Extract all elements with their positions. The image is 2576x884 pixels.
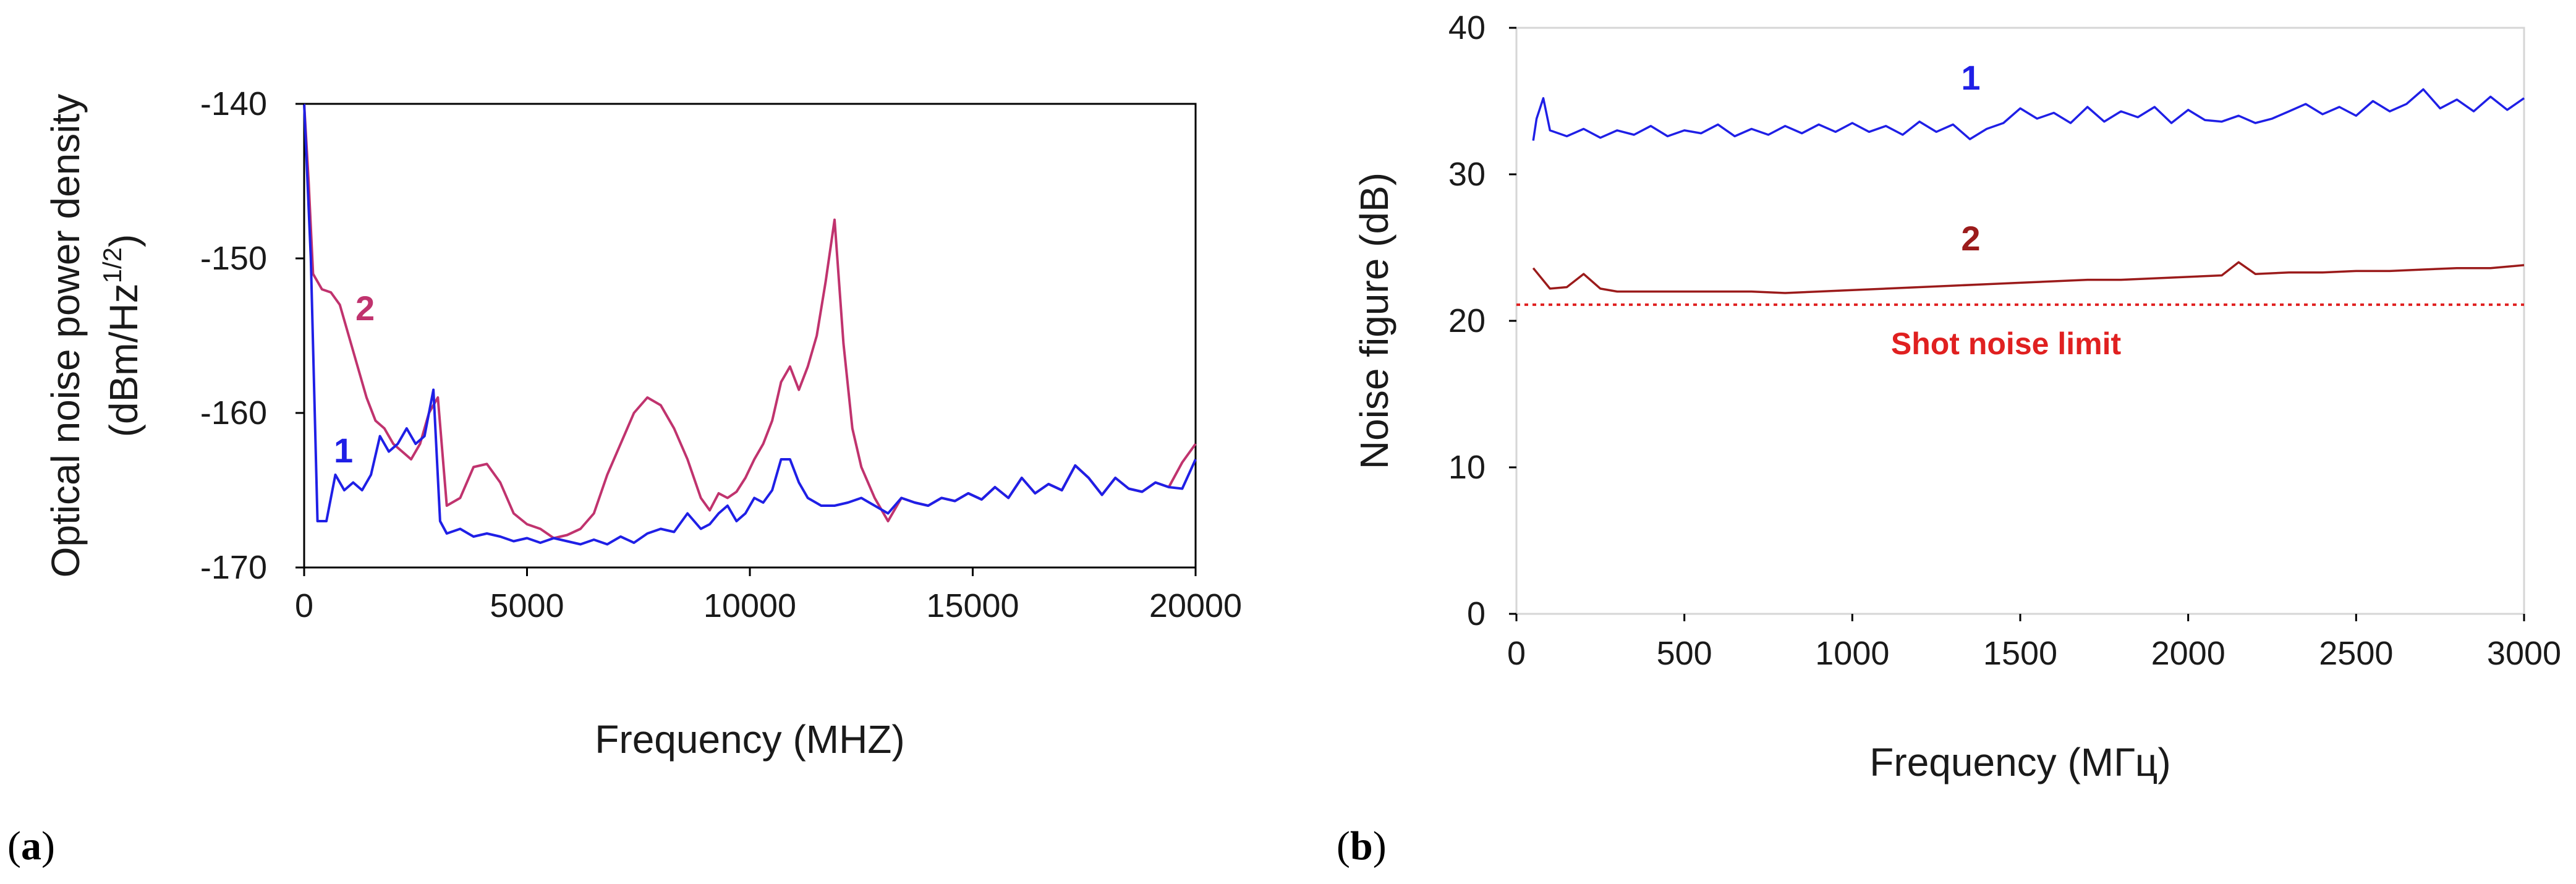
chart-b-series-1-label: 1 — [1961, 58, 1980, 97]
chart-a-y-axis-units: (dBm/Hz1/2) — [98, 234, 146, 438]
chart-a-series-1-line — [303, 103, 1197, 546]
chart-b-x-tick-label: 2500 — [2319, 635, 2393, 672]
chart-a-series-2-label: 2 — [355, 289, 375, 328]
chart-b-series-1-group — [1532, 88, 2525, 141]
shot-noise-limit-label: Shot noise limit — [1891, 326, 2122, 361]
chart-a-series-1-label: 1 — [334, 431, 353, 470]
panel-label-b: (b) — [1337, 823, 1387, 869]
chart-b-series-1-line — [1532, 88, 2525, 141]
chart-a-y-units-sup: 1/2 — [98, 247, 127, 283]
chart-b-x-tick-label: 500 — [1657, 635, 1712, 672]
chart-b-y-tick-label: 20 — [1448, 302, 1486, 339]
chart-b-series-2-group — [1532, 261, 2525, 294]
chart-b-y-tick-label: 30 — [1448, 156, 1486, 193]
chart-a-series-1-group — [303, 103, 1197, 546]
chart-b-x-tick-label: 1500 — [1983, 635, 2057, 672]
panel-label-a: (a) — [7, 823, 55, 869]
chart-a: 0 5000 10000 15000 20000 -140-150-160-170 2 … — [7, 85, 1242, 869]
chart-b-x-tick-label: 0 — [1507, 635, 1526, 672]
chart-a-x-tick-label: 5000 — [490, 587, 564, 624]
chart-a-y-tick-label: -160 — [200, 394, 267, 431]
chart-a-x-axis-label: Frequency (MHZ) — [595, 717, 904, 762]
chart-b-plot-frame — [1515, 27, 2525, 615]
chart-a-x-ticks: 0 5000 10000 15000 20000 — [295, 567, 1242, 624]
chart-a-y-axis-label: Optical noise power density — [43, 94, 88, 578]
chart-b-y-ticks: 0 10 20 30 40 — [1448, 9, 1516, 632]
chart-a-x-tick-label: 15000 — [926, 587, 1019, 624]
chart-a-y-tick-label: -140 — [200, 85, 267, 122]
chart-b-series-2-line — [1532, 261, 2525, 294]
chart-a-y-tick-label: -150 — [200, 240, 267, 277]
chart-b-x-ticks: 0 500 1000 1500 2000 2500 3000 — [1507, 614, 2561, 672]
chart-a-y-tick-label: -170 — [200, 549, 267, 586]
chart-b-x-tick-label: 3000 — [2487, 635, 2561, 672]
chart-b: 0 500 1000 1500 2000 2500 3000 0 10 20 30 40 1 2 S… — [1337, 9, 2561, 869]
chart-a-x-tick-label: 10000 — [704, 587, 796, 624]
chart-a-x-tick-label: 0 — [295, 587, 313, 624]
chart-b-x-tick-label: 2000 — [2151, 635, 2225, 672]
chart-b-series-2-label: 2 — [1961, 219, 1980, 258]
chart-b-x-axis-label: Frequency (МГц) — [1869, 740, 2170, 784]
chart-b-y-tick-label: 40 — [1448, 9, 1486, 46]
chart-b-x-tick-label: 1000 — [1815, 635, 1889, 672]
chart-a-y-ticks: -140 -150 -160 -170 — [200, 85, 304, 586]
chart-a-y-units-base: (dBm/Hz — [101, 283, 146, 437]
chart-a-x-tick-label: 20000 — [1149, 587, 1242, 624]
chart-a-y-units-end: ) — [101, 234, 146, 247]
chart-b-y-axis-label: Noise figure (dB) — [1352, 172, 1396, 469]
chart-b-y-tick-label: 0 — [1467, 595, 1486, 632]
chart-b-y-tick-label: 10 — [1448, 449, 1486, 486]
